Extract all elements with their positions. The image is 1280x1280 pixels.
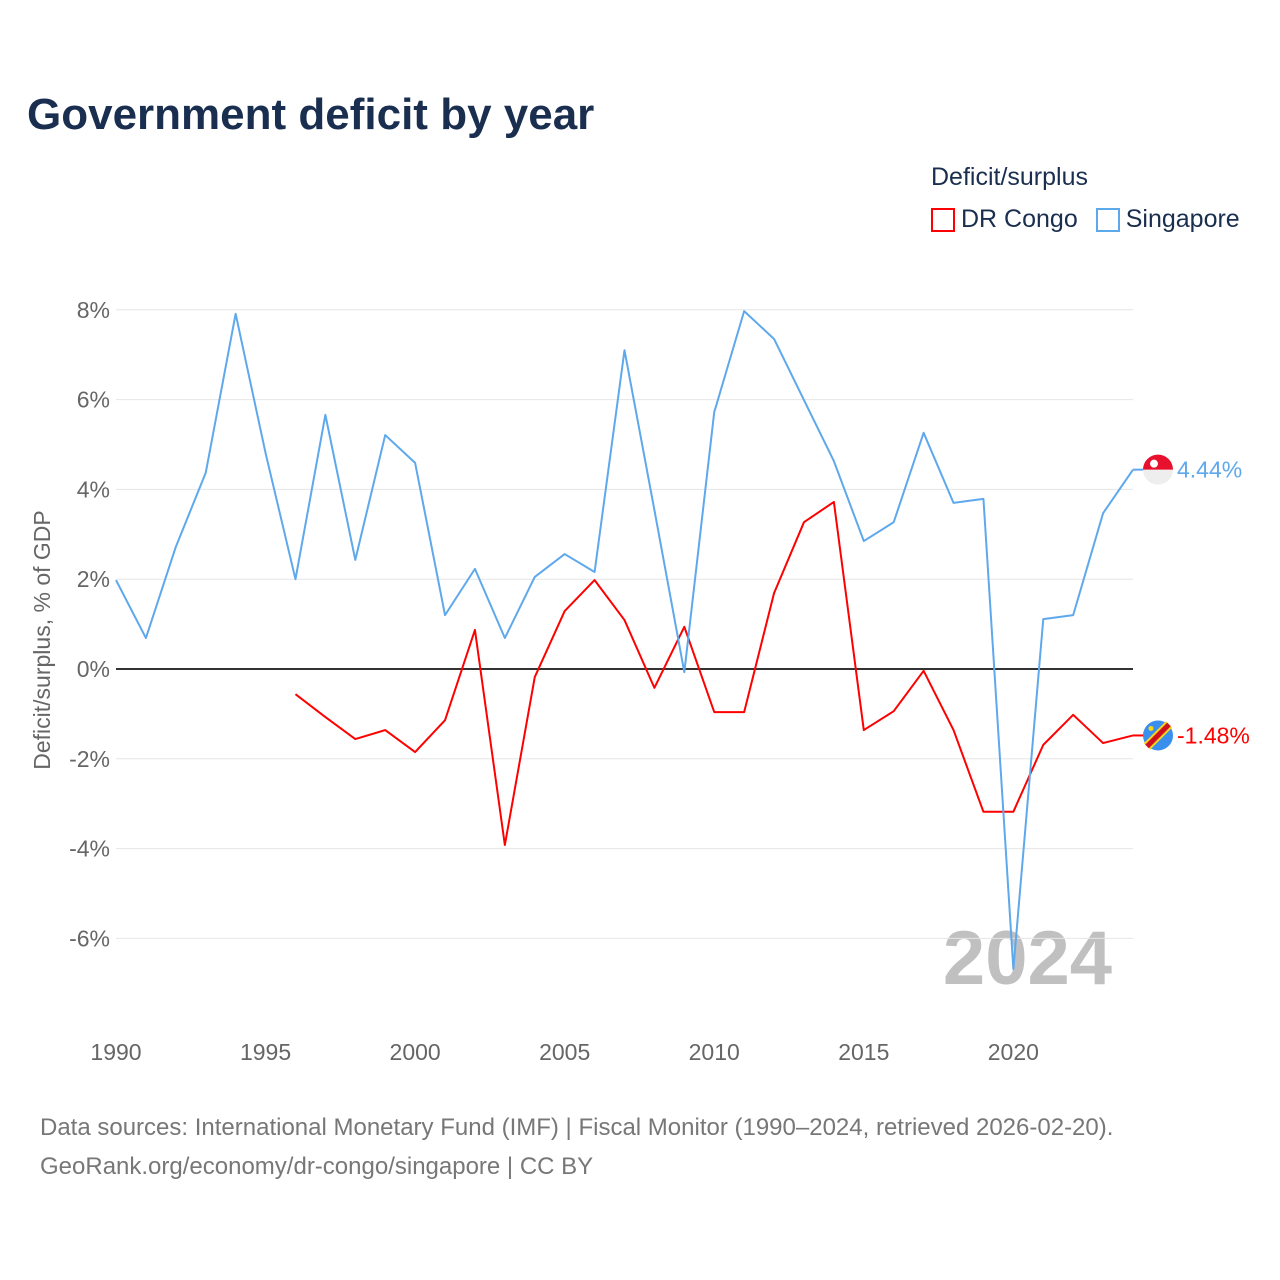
legend-label-singapore: Singapore: [1125, 205, 1240, 233]
x-tick-label: 1995: [240, 1039, 291, 1065]
end-label-singapore: 4.44%: [1177, 457, 1242, 483]
y-tick-label: -6%: [69, 925, 110, 951]
dr-congo-flag-stripe-red: [1145, 722, 1171, 749]
singapore-flag-red-half: [1143, 454, 1173, 470]
legend: DR Congo Singapore: [931, 205, 1240, 234]
x-tick-label: 2005: [539, 1039, 590, 1065]
y-tick-label: 4%: [77, 476, 110, 502]
dr-congo-flag-star: [1148, 725, 1154, 731]
legend-item-singapore[interactable]: Singapore: [1095, 205, 1240, 234]
y-tick-label: 8%: [77, 297, 110, 323]
chart-title: Government deficit by year: [27, 90, 595, 139]
legend-swatch-dr-congo: [931, 207, 955, 232]
end-label-dr-congo: -1.48%: [1177, 722, 1250, 748]
x-tick-label: 2000: [390, 1039, 441, 1065]
year-watermark: 2024: [943, 916, 1112, 1001]
legend-swatch-singapore: [1095, 207, 1120, 232]
footer: Data sources: International Monetary Fun…: [40, 1108, 1113, 1186]
y-tick-label: 2%: [77, 566, 110, 592]
x-tick-label: 1990: [90, 1039, 141, 1065]
y-tick-label: -4%: [69, 836, 110, 862]
y-tick-label: 6%: [77, 387, 110, 413]
y-tick-label: -2%: [69, 746, 110, 772]
y-tick-label: 0%: [77, 656, 110, 682]
series-line-dr-congo: [294, 500, 1134, 847]
x-tick-label: 2015: [838, 1039, 889, 1065]
series-line-singapore: [115, 310, 1134, 970]
x-tick-label: 2020: [988, 1039, 1039, 1065]
footer-sources: Data sources: International Monetary Fun…: [40, 1114, 1114, 1141]
y-axis-label: Deficit/surplus, % of GDP: [29, 510, 55, 769]
singapore-flag-crescent: [1150, 459, 1158, 468]
x-tick-label: 2010: [689, 1039, 740, 1065]
legend-title: Deficit/surplus: [931, 163, 1088, 191]
legend-label-dr-congo: DR Congo: [961, 205, 1078, 233]
legend-item-dr-congo[interactable]: DR Congo: [931, 205, 1078, 234]
footer-url: GeoRank.org/economy/dr-congo/singapore |…: [40, 1153, 594, 1180]
